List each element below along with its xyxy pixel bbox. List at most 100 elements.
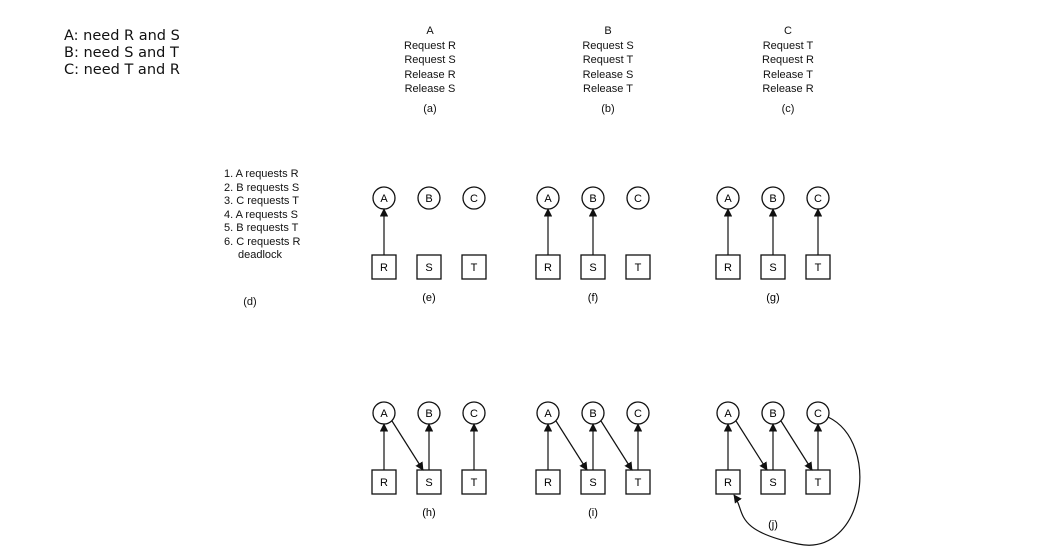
process-b-op: Request T: [582, 54, 634, 66]
sequence-step: 1. A requests R: [224, 168, 299, 180]
process-c-op: Request T: [762, 39, 814, 52]
resource-node: [416, 469, 442, 495]
resource-node-label: T: [471, 262, 478, 274]
process-c-block: C Request T Request R Release T Release …: [728, 24, 848, 116]
process-b-block: B Request S Request T Release S Release …: [548, 24, 668, 116]
graph-caption: (j): [768, 519, 778, 531]
need-a: A: need R and S: [64, 28, 180, 44]
process-node-label: A: [380, 408, 388, 420]
process-a-op: Request R: [404, 39, 456, 52]
process-node-label: C: [634, 408, 642, 420]
process-node-label: B: [589, 408, 596, 420]
sequence-step: deadlock: [238, 249, 283, 261]
request-sequence: 1. A requests R 2. B requests S 3. C req…: [224, 168, 300, 263]
process-b-op: Request S: [582, 39, 634, 52]
process-node: [417, 186, 441, 210]
need-b: B: need S and T: [64, 45, 179, 61]
process-node-label: C: [814, 408, 822, 420]
graph-e: A B C R S T (e): [371, 186, 487, 304]
request-edge: [555, 420, 588, 471]
process-b-op: Release S: [582, 68, 634, 81]
resource-node-label: T: [635, 477, 642, 489]
process-b-name: B: [604, 25, 612, 37]
needs-list: A: need R and S B: need S and T C: need …: [64, 28, 180, 79]
process-node: [626, 186, 650, 210]
resource-node-label: R: [380, 477, 388, 489]
request-edge: [735, 420, 768, 471]
process-node: [462, 186, 486, 210]
process-node-label: A: [724, 408, 732, 420]
graph-caption: (f): [588, 292, 598, 304]
request-edge: [600, 420, 633, 471]
resource-node-label: T: [815, 477, 822, 489]
caption-c: (c): [781, 102, 795, 115]
resource-node-label: R: [724, 262, 732, 274]
process-node-label: C: [470, 193, 478, 205]
process-node-label: A: [544, 193, 552, 205]
graph-caption: (i): [588, 507, 598, 519]
process-a-op: Request S: [404, 54, 456, 66]
resource-node-label: R: [544, 262, 552, 274]
process-node-label: B: [769, 408, 776, 420]
sequence-step: 2. B requests S: [224, 181, 300, 194]
caption-a: (a): [423, 102, 437, 115]
process-node-label: B: [769, 193, 776, 205]
process-node-label: C: [634, 193, 642, 205]
graph-caption: (h): [422, 507, 435, 519]
process-a-block: A Request R Request S Release R Release …: [370, 24, 490, 116]
resource-node: [805, 254, 831, 280]
request-edge: [733, 416, 861, 546]
process-c-op: Release R: [762, 83, 814, 95]
caption-b: (b): [601, 102, 615, 115]
graph-caption: (g): [766, 292, 779, 304]
process-node-label: A: [724, 193, 732, 205]
graph-f: A B C R S T (f): [535, 186, 651, 304]
resource-node: [760, 469, 786, 495]
resource-node: [416, 254, 442, 280]
resource-node: [625, 254, 651, 280]
process-node-label: C: [814, 193, 822, 205]
process-node-label: A: [380, 193, 388, 205]
process-a-name: A: [426, 25, 434, 37]
resource-node-label: T: [815, 262, 822, 274]
resource-node-label: S: [589, 477, 596, 489]
graph-caption: (e): [422, 292, 435, 304]
resource-node-label: T: [635, 262, 642, 274]
resource-node-label: S: [769, 477, 776, 489]
resource-node: [580, 254, 606, 280]
sequence-step: 5. B requests T: [224, 222, 299, 234]
resource-node: [535, 469, 561, 495]
resource-node-label: S: [425, 477, 432, 489]
process-node-label: C: [470, 408, 478, 420]
resource-node-label: S: [425, 262, 432, 274]
process-b-op: Release T: [583, 83, 633, 95]
process-c-op: Request R: [762, 54, 814, 66]
request-edge: [780, 420, 813, 471]
request-edge: [391, 420, 424, 471]
graph-g: A B C R S T (g): [715, 186, 831, 304]
graph-h: A B C R S T (h): [371, 401, 487, 519]
sequence-step: 6. C requests R: [224, 235, 301, 248]
process-c-op: Release T: [763, 68, 813, 81]
process-node-label: B: [589, 193, 596, 205]
process-node-label: A: [544, 408, 552, 420]
resource-node-label: R: [724, 477, 732, 489]
resource-node: [461, 254, 487, 280]
resource-node-label: R: [380, 262, 388, 274]
need-c: C: need T and R: [64, 62, 180, 78]
caption-d: (d): [243, 296, 257, 308]
graph-i: A B C R S T (i): [535, 401, 651, 519]
resource-node-label: T: [471, 477, 478, 489]
graph-j: A B C R S T (j): [715, 401, 861, 546]
process-node-label: B: [425, 408, 432, 420]
process-a-op: Release S: [404, 83, 456, 95]
process-node-label: B: [425, 193, 432, 205]
resource-node: [715, 469, 741, 495]
sequence-step: 3. C requests T: [224, 195, 299, 207]
process-c-name: C: [784, 25, 792, 37]
resource-node: [371, 254, 397, 280]
process-a-op: Release R: [404, 68, 456, 81]
resource-node: [805, 469, 831, 495]
resource-node: [625, 469, 651, 495]
